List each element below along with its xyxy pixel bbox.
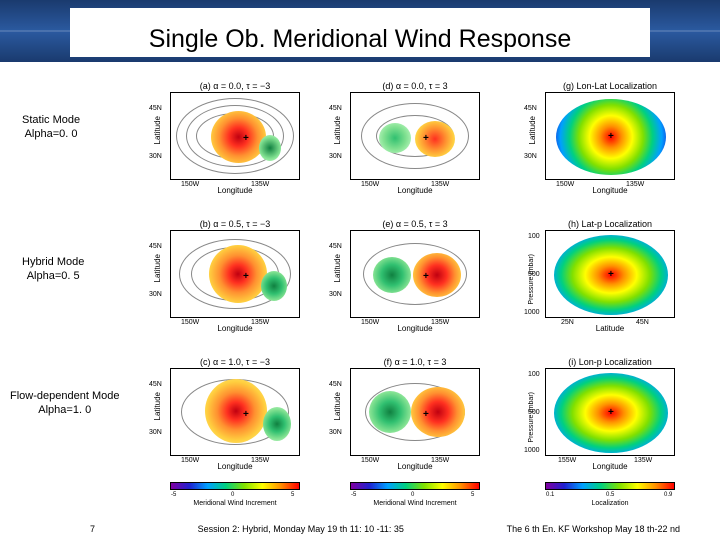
obs-marker: + bbox=[608, 407, 614, 418]
warm-blob bbox=[205, 379, 267, 443]
panel-b: (b) α = 0.5, τ = −3 Latitude Longitude 4… bbox=[170, 230, 300, 318]
obs-marker: + bbox=[243, 133, 249, 144]
panel-g: (g) Lon-Lat Localization Latitude Longit… bbox=[545, 92, 675, 180]
obs-marker: + bbox=[608, 269, 614, 280]
page-title: Single Ob. Meridional Wind Response bbox=[70, 22, 650, 57]
cool-blob bbox=[259, 135, 281, 161]
obs-marker: + bbox=[423, 271, 429, 282]
session-text: Session 2: Hybrid, Monday May 19 th 11: … bbox=[198, 524, 404, 534]
colorbar-mid: Meridional Wind Increment -5 0 5 bbox=[350, 482, 480, 490]
cool-blob bbox=[369, 391, 411, 433]
row-label-1: Hybrid ModeAlpha=0. 5 bbox=[22, 256, 84, 284]
warm-blob bbox=[209, 245, 267, 303]
cool-blob bbox=[373, 257, 411, 293]
obs-marker: + bbox=[423, 133, 429, 144]
cool-blob bbox=[263, 407, 291, 441]
panel-f: (f) α = 1.0, τ = 3 Latitude Longitude 45… bbox=[350, 368, 480, 456]
warm-blob bbox=[411, 387, 465, 437]
obs-marker: + bbox=[423, 409, 429, 420]
cool-blob bbox=[261, 271, 287, 301]
panel-c: (c) α = 1.0, τ = −3 Latitude Longitude 4… bbox=[170, 368, 300, 456]
row-label-0: Static ModeAlpha=0. 0 bbox=[22, 114, 80, 142]
cool-blob bbox=[379, 123, 411, 153]
warm-blob bbox=[211, 111, 266, 163]
obs-marker: + bbox=[243, 271, 249, 282]
warm-blob bbox=[413, 253, 461, 297]
panel-d: (d) α = 0.0, τ = 3 Latitude Longitude 45… bbox=[350, 92, 480, 180]
panel-a: (a) α = 0.0, τ = −3 Latitude Longitude 4… bbox=[170, 92, 300, 180]
colorbar-left: Meridional Wind Increment -5 0 5 bbox=[170, 482, 300, 490]
footer: 7 Session 2: Hybrid, Monday May 19 th 11… bbox=[0, 524, 720, 534]
colorbar-right: Localization 0.1 0.5 0.9 bbox=[545, 482, 675, 490]
warm-blob bbox=[415, 121, 455, 157]
figure-grid: Static ModeAlpha=0. 0 Hybrid ModeAlpha=0… bbox=[0, 70, 720, 512]
panel-e: (e) α = 0.5, τ = 3 Latitude Longitude 45… bbox=[350, 230, 480, 318]
page-number: 7 bbox=[90, 524, 95, 534]
obs-marker: + bbox=[243, 409, 249, 420]
workshop-text: The 6 th En. KF Workshop May 18 th-22 nd bbox=[507, 524, 680, 534]
row-label-2: Flow-dependent ModeAlpha=1. 0 bbox=[10, 390, 119, 418]
panel-h: (h) Lat-p Localization Pressure (mbar) L… bbox=[545, 230, 675, 318]
obs-marker: + bbox=[608, 131, 614, 142]
panel-i: (i) Lon-p Localization Pressure (mbar) L… bbox=[545, 368, 675, 456]
